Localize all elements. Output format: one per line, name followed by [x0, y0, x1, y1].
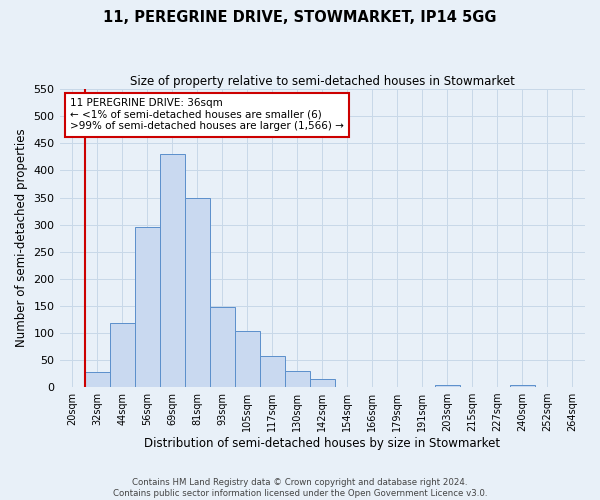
- Bar: [260, 356, 285, 387]
- Bar: [134, 228, 160, 387]
- Text: Contains HM Land Registry data © Crown copyright and database right 2024.
Contai: Contains HM Land Registry data © Crown c…: [113, 478, 487, 498]
- Y-axis label: Number of semi-detached properties: Number of semi-detached properties: [15, 129, 28, 348]
- Bar: [160, 154, 185, 387]
- Bar: [310, 379, 335, 387]
- Bar: [85, 372, 110, 387]
- Title: Size of property relative to semi-detached houses in Stowmarket: Size of property relative to semi-detach…: [130, 75, 515, 88]
- X-axis label: Distribution of semi-detached houses by size in Stowmarket: Distribution of semi-detached houses by …: [144, 437, 500, 450]
- Text: 11, PEREGRINE DRIVE, STOWMARKET, IP14 5GG: 11, PEREGRINE DRIVE, STOWMARKET, IP14 5G…: [103, 10, 497, 25]
- Bar: [435, 386, 460, 387]
- Bar: [110, 323, 134, 387]
- Bar: [235, 331, 260, 387]
- Bar: [510, 386, 535, 387]
- Bar: [185, 198, 209, 387]
- Bar: [209, 307, 235, 387]
- Bar: [285, 371, 310, 387]
- Text: 11 PEREGRINE DRIVE: 36sqm
← <1% of semi-detached houses are smaller (6)
>99% of : 11 PEREGRINE DRIVE: 36sqm ← <1% of semi-…: [70, 98, 344, 132]
